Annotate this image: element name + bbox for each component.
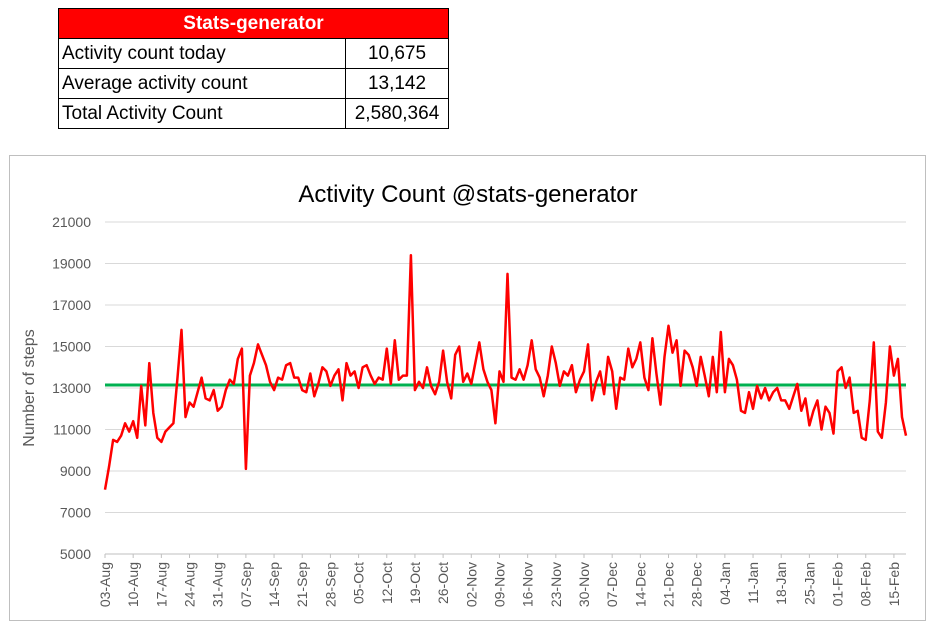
x-tick-label: 14-Dec [632, 562, 648, 607]
chart-title: Activity Count @stats-generator [298, 181, 637, 208]
stats-table-header-row: Stats-generator [58, 8, 449, 39]
x-tick-label: 07-Dec [604, 562, 620, 607]
x-tick-label: 15-Feb [886, 562, 902, 607]
stats-table-row: Activity count today 10,675 [58, 38, 449, 69]
x-tick-label: 28-Dec [689, 562, 705, 607]
x-tick-label: 01-Feb [830, 562, 846, 607]
y-tick-label: 19000 [52, 256, 91, 272]
y-tick-label: 21000 [52, 214, 91, 230]
x-tick-label: 08-Feb [858, 562, 874, 607]
x-tick-label: 31-Aug [210, 562, 226, 607]
x-tick-label: 05-Oct [351, 562, 367, 604]
x-tick-label: 25-Jan [801, 562, 817, 605]
y-tick-label: 7000 [60, 505, 91, 521]
stats-table-row: Average activity count 13,142 [58, 68, 449, 99]
x-tick-label: 26-Oct [435, 562, 451, 604]
stats-row-value: 10,675 [345, 38, 449, 69]
stats-row-value: 2,580,364 [345, 98, 449, 129]
stats-table-title: Stats-generator [58, 8, 449, 39]
chart-container: Activity Count @stats-generator Number o… [9, 155, 926, 621]
x-tick-label: 09-Nov [491, 562, 507, 607]
stats-row-label: Average activity count [58, 68, 346, 99]
y-tick-label: 15000 [52, 339, 91, 355]
y-tick-label: 13000 [52, 380, 91, 396]
activity-series-line [103, 253, 908, 490]
x-tick-label: 10-Aug [125, 562, 141, 607]
x-tick-label: 19-Oct [407, 562, 423, 604]
x-tick-label: 04-Jan [717, 562, 733, 605]
activity-chart: Activity Count @stats-generator Number o… [21, 181, 908, 607]
x-tick-label: 12-Oct [379, 562, 395, 604]
x-tick-label: 11-Jan [745, 562, 761, 604]
x-tick-label: 17-Aug [153, 562, 169, 607]
stats-row-label: Activity count today [58, 38, 346, 69]
x-tick-label: 21-Sep [294, 562, 310, 607]
stats-row-label: Total Activity Count [58, 98, 346, 129]
y-axis-label: Number of steps [21, 329, 38, 446]
x-tick-label: 16-Nov [520, 562, 536, 607]
x-tick-label: 28-Sep [322, 562, 338, 607]
x-tick-label: 02-Nov [463, 562, 479, 607]
x-tick-label: 14-Sep [266, 562, 282, 607]
x-tick-label: 24-Aug [182, 562, 198, 607]
x-tick-label: 07-Sep [238, 562, 254, 607]
stats-row-value: 13,142 [345, 68, 449, 99]
y-tick-label: 17000 [52, 297, 91, 313]
x-tick-label: 30-Nov [576, 562, 592, 607]
x-tick-label: 18-Jan [773, 562, 789, 605]
y-tick-label: 9000 [60, 463, 91, 479]
stats-table: Stats-generator Activity count today 10,… [58, 8, 449, 129]
x-tick-label: 21-Dec [661, 562, 677, 607]
x-tick-label: 03-Aug [97, 562, 113, 607]
y-tick-label: 11000 [53, 422, 91, 438]
y-tick-label: 5000 [60, 546, 91, 562]
stats-table-row: Total Activity Count 2,580,364 [58, 98, 449, 129]
x-tick-label: 23-Nov [548, 562, 564, 607]
